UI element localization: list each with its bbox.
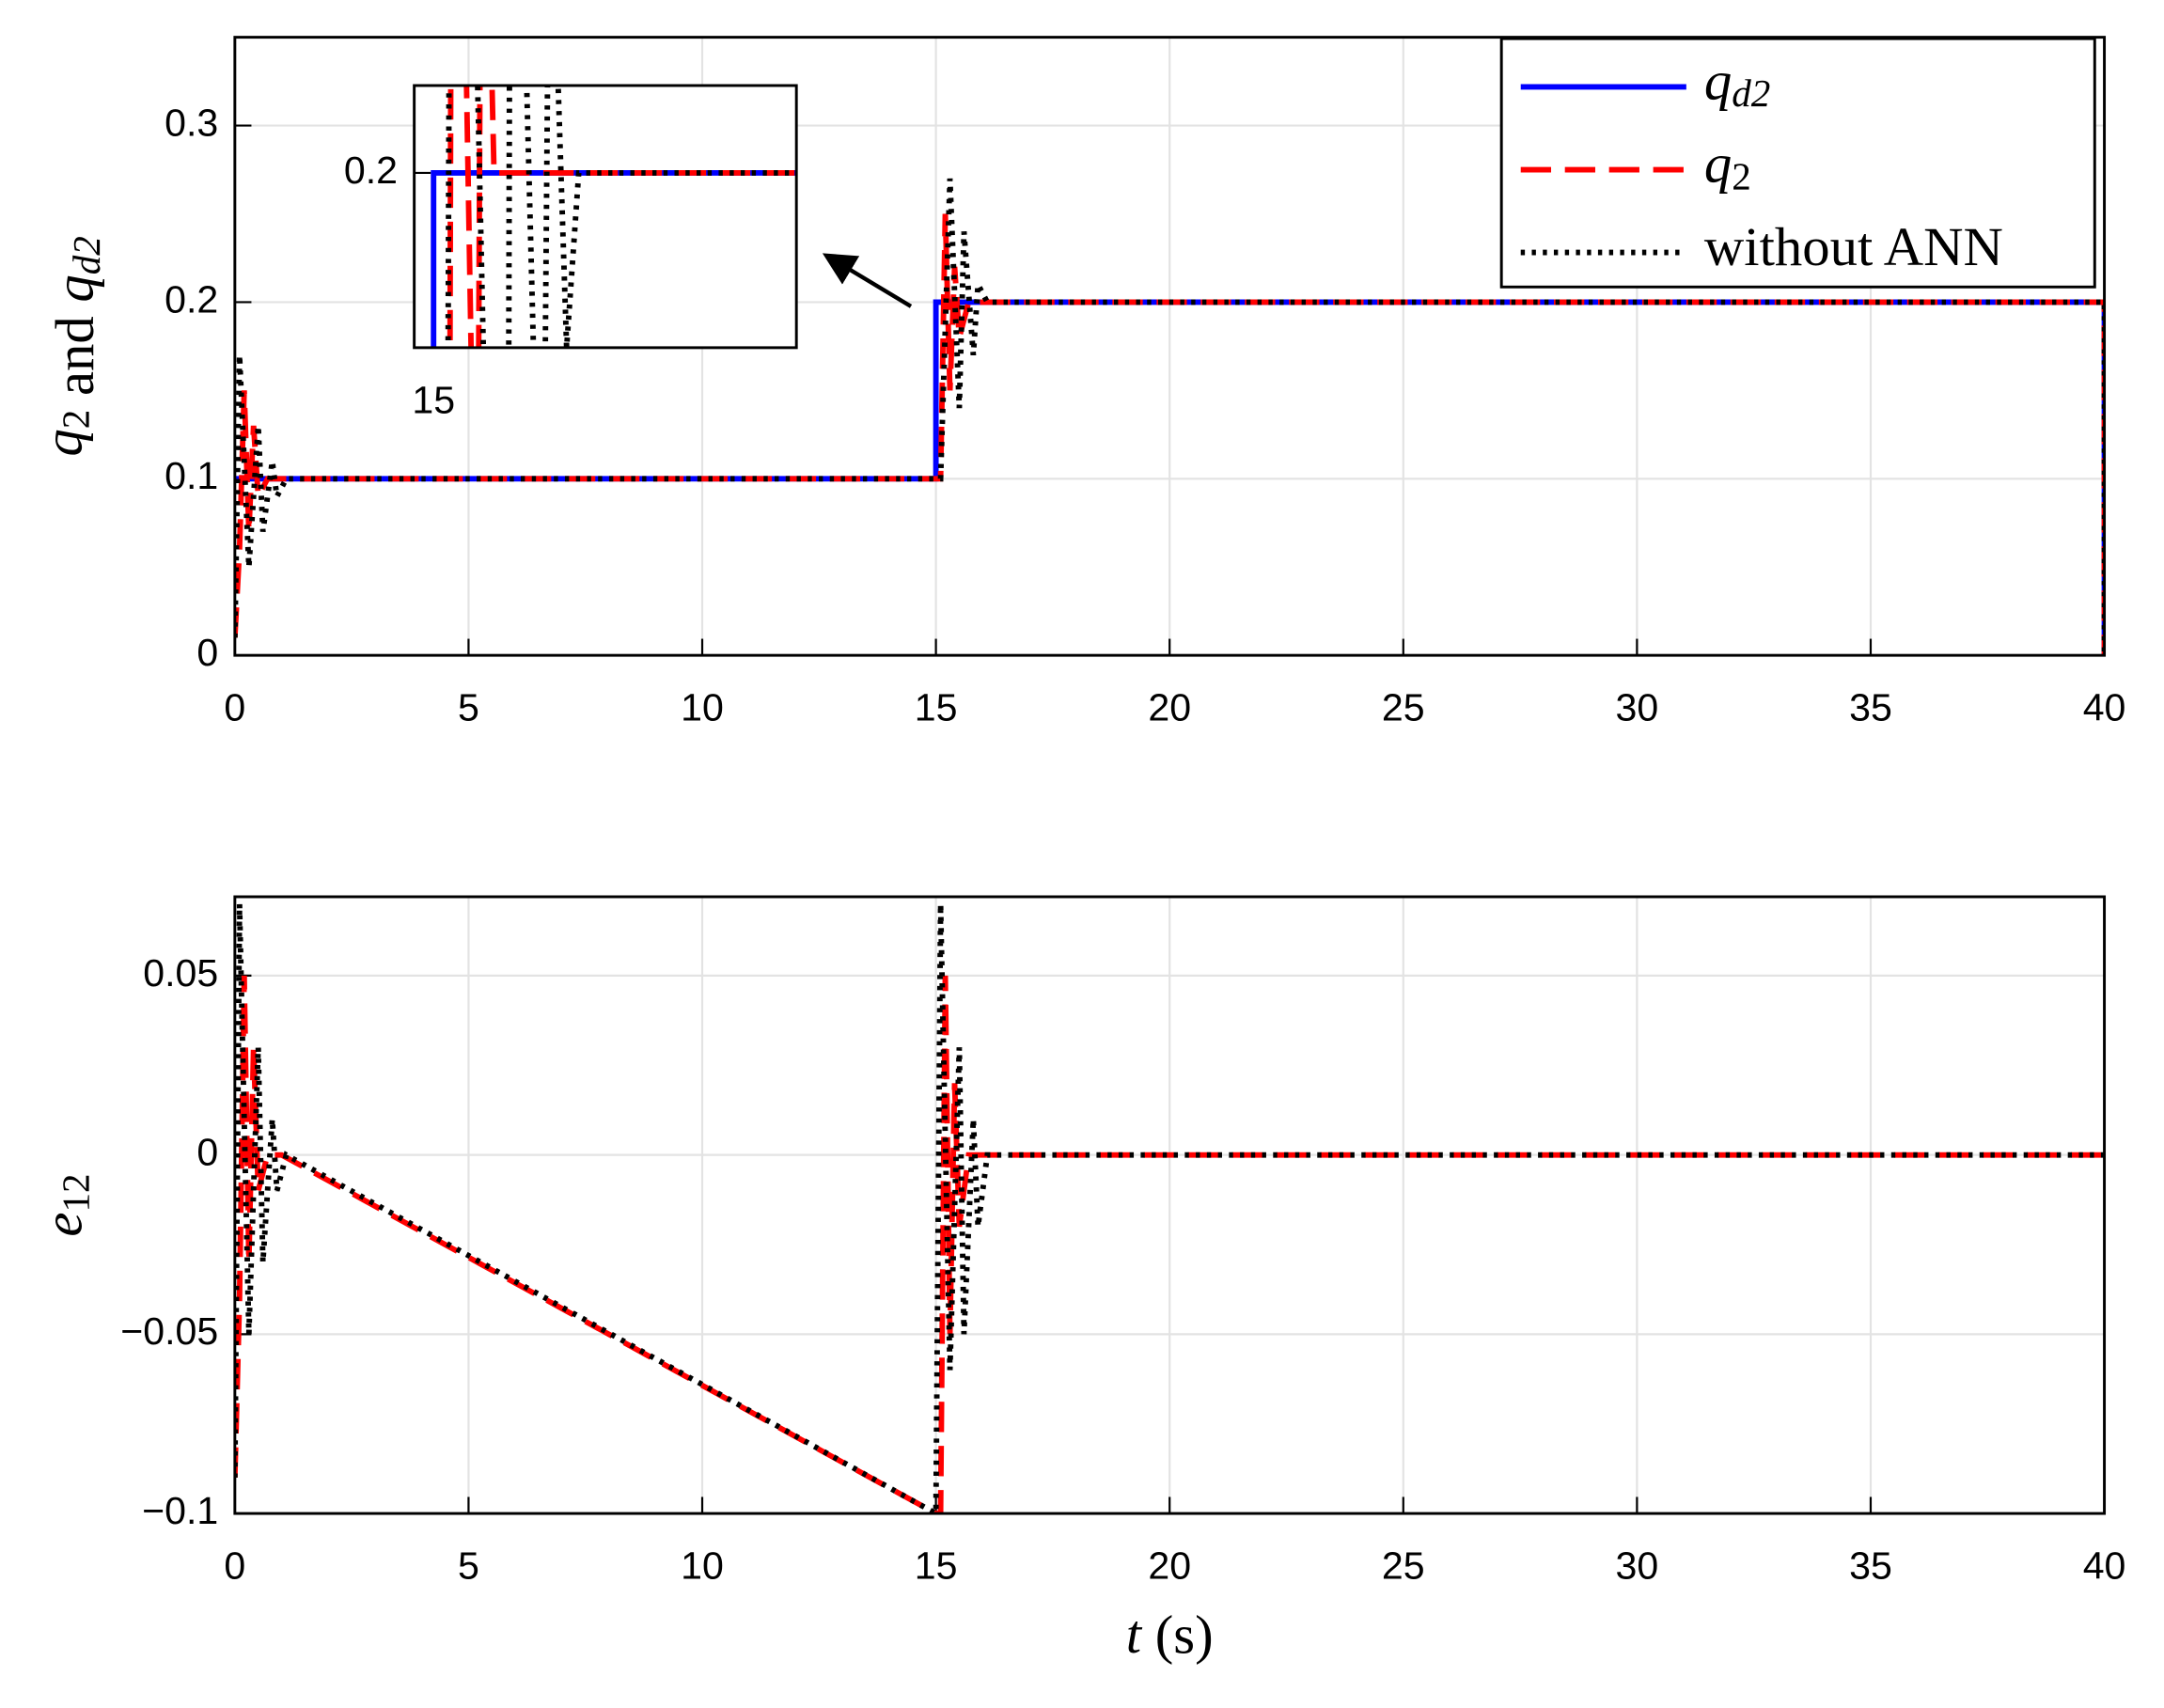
legend-box [1499, 37, 2096, 289]
x-axis-label: t (s) [1126, 1605, 1214, 1666]
axes-frame [413, 84, 798, 350]
x-tick-label: 40 [2083, 1544, 2126, 1588]
y-axis-label: e12 [33, 1173, 98, 1236]
x-tick-label: 20 [1148, 686, 1191, 729]
series-line [445, 85, 797, 348]
y-tick-label: −0.1 [142, 1489, 218, 1532]
y-axis-label: q2 and qd2 [33, 236, 108, 456]
y-tick-label: 0.3 [165, 101, 218, 144]
x-tick-label: 35 [1849, 1544, 1892, 1588]
y-tick-label: 0 [196, 631, 218, 674]
legend-label: without ANN [1704, 216, 2003, 277]
x-tick-label: 5 [458, 686, 479, 729]
series-line [234, 213, 2105, 656]
axes-frame [233, 36, 2107, 657]
x-tick-label: 10 [681, 686, 724, 729]
x-tick-label: 15 [915, 1544, 958, 1588]
x-tick-label: 15 [412, 378, 455, 421]
legend-label: q2 [1704, 133, 1751, 198]
x-tick-label: 25 [1382, 686, 1425, 729]
y-tick-label: 0.2 [344, 149, 398, 192]
x-tick-label: 15 [915, 686, 958, 729]
x-tick-label: 10 [681, 1544, 724, 1588]
y-tick-label: 0.1 [165, 454, 218, 497]
y-tick-label: 0.2 [165, 277, 218, 321]
x-tick-label: 30 [1616, 1544, 1659, 1588]
x-tick-label: 5 [458, 1544, 479, 1588]
y-tick-label: 0 [196, 1130, 218, 1173]
y-tick-label: 0.05 [143, 951, 218, 995]
series-line [234, 903, 2105, 1514]
zoom-arrow [822, 253, 913, 308]
x-tick-label: 35 [1849, 686, 1892, 729]
x-tick-label: 20 [1148, 1544, 1191, 1588]
axes-frame [233, 895, 2107, 1515]
legend-label: qd2 [1704, 51, 1770, 116]
series-line [234, 178, 2105, 656]
x-tick-label: 0 [224, 1544, 245, 1588]
x-tick-label: 40 [2083, 686, 2126, 729]
x-tick-label: 25 [1382, 1544, 1425, 1588]
x-tick-label: 0 [224, 686, 245, 729]
y-tick-label: −0.05 [120, 1309, 218, 1353]
x-tick-label: 30 [1616, 686, 1659, 729]
